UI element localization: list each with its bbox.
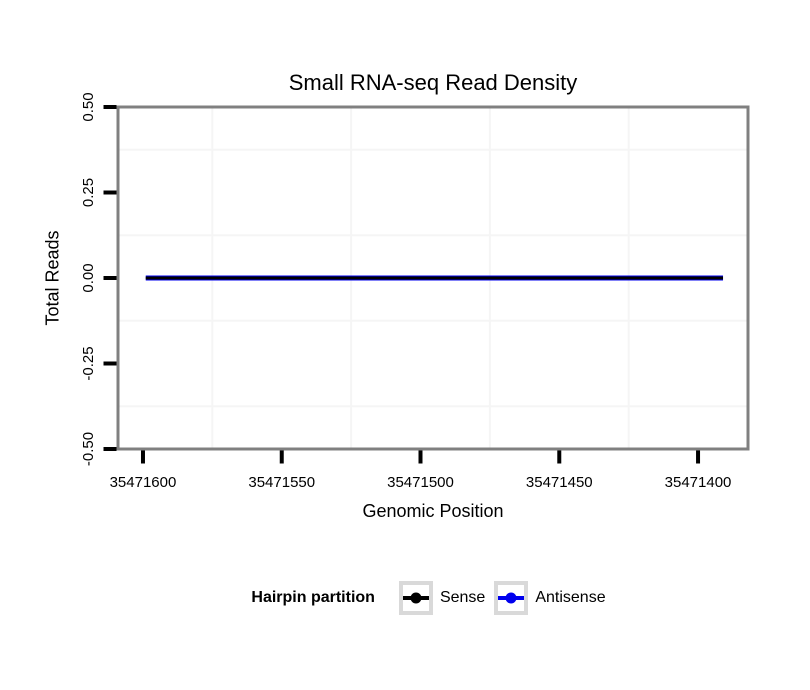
- y-tick-label: 0.00: [80, 263, 97, 292]
- sense-legend-key: [398, 581, 433, 615]
- y-tick-label: 0.25: [80, 178, 97, 207]
- legend-title: Hairpin partition: [251, 589, 375, 606]
- x-tick-label: 35471550: [248, 474, 315, 491]
- plot-svg: 35471600 35471550 35471500 35471450 35471400…: [80, 92, 750, 491]
- legend-entry-antisense: Antisense: [494, 581, 606, 615]
- panel-border: [116, 105, 750, 451]
- antisense-legend-key: [494, 581, 529, 615]
- y-tick-label: 0.50: [80, 92, 97, 121]
- chart-title: Small RNA-seq Read Density: [288, 70, 578, 95]
- legend-label-sense: Sense: [439, 589, 486, 606]
- x-tick-label: 35471400: [665, 474, 732, 491]
- x-tick-label: 35471450: [526, 474, 593, 491]
- sense-point-line-icon: [402, 592, 429, 604]
- x-tick-label: 35471600: [110, 474, 177, 491]
- antisense-point-line-icon: [498, 592, 525, 604]
- x-axis-title: Genomic Position: [362, 501, 504, 521]
- y-tick-label: -0.50: [80, 432, 97, 466]
- y-axis-title: Total Reads: [42, 230, 63, 326]
- x-tick-label: 35471500: [387, 474, 454, 491]
- y-tick-label: -0.25: [80, 346, 97, 380]
- legend: Hairpin partition Sense Antisense: [118, 579, 748, 617]
- legend-label-antisense: Antisense: [535, 589, 606, 606]
- legend-entry-sense: Sense: [398, 581, 486, 615]
